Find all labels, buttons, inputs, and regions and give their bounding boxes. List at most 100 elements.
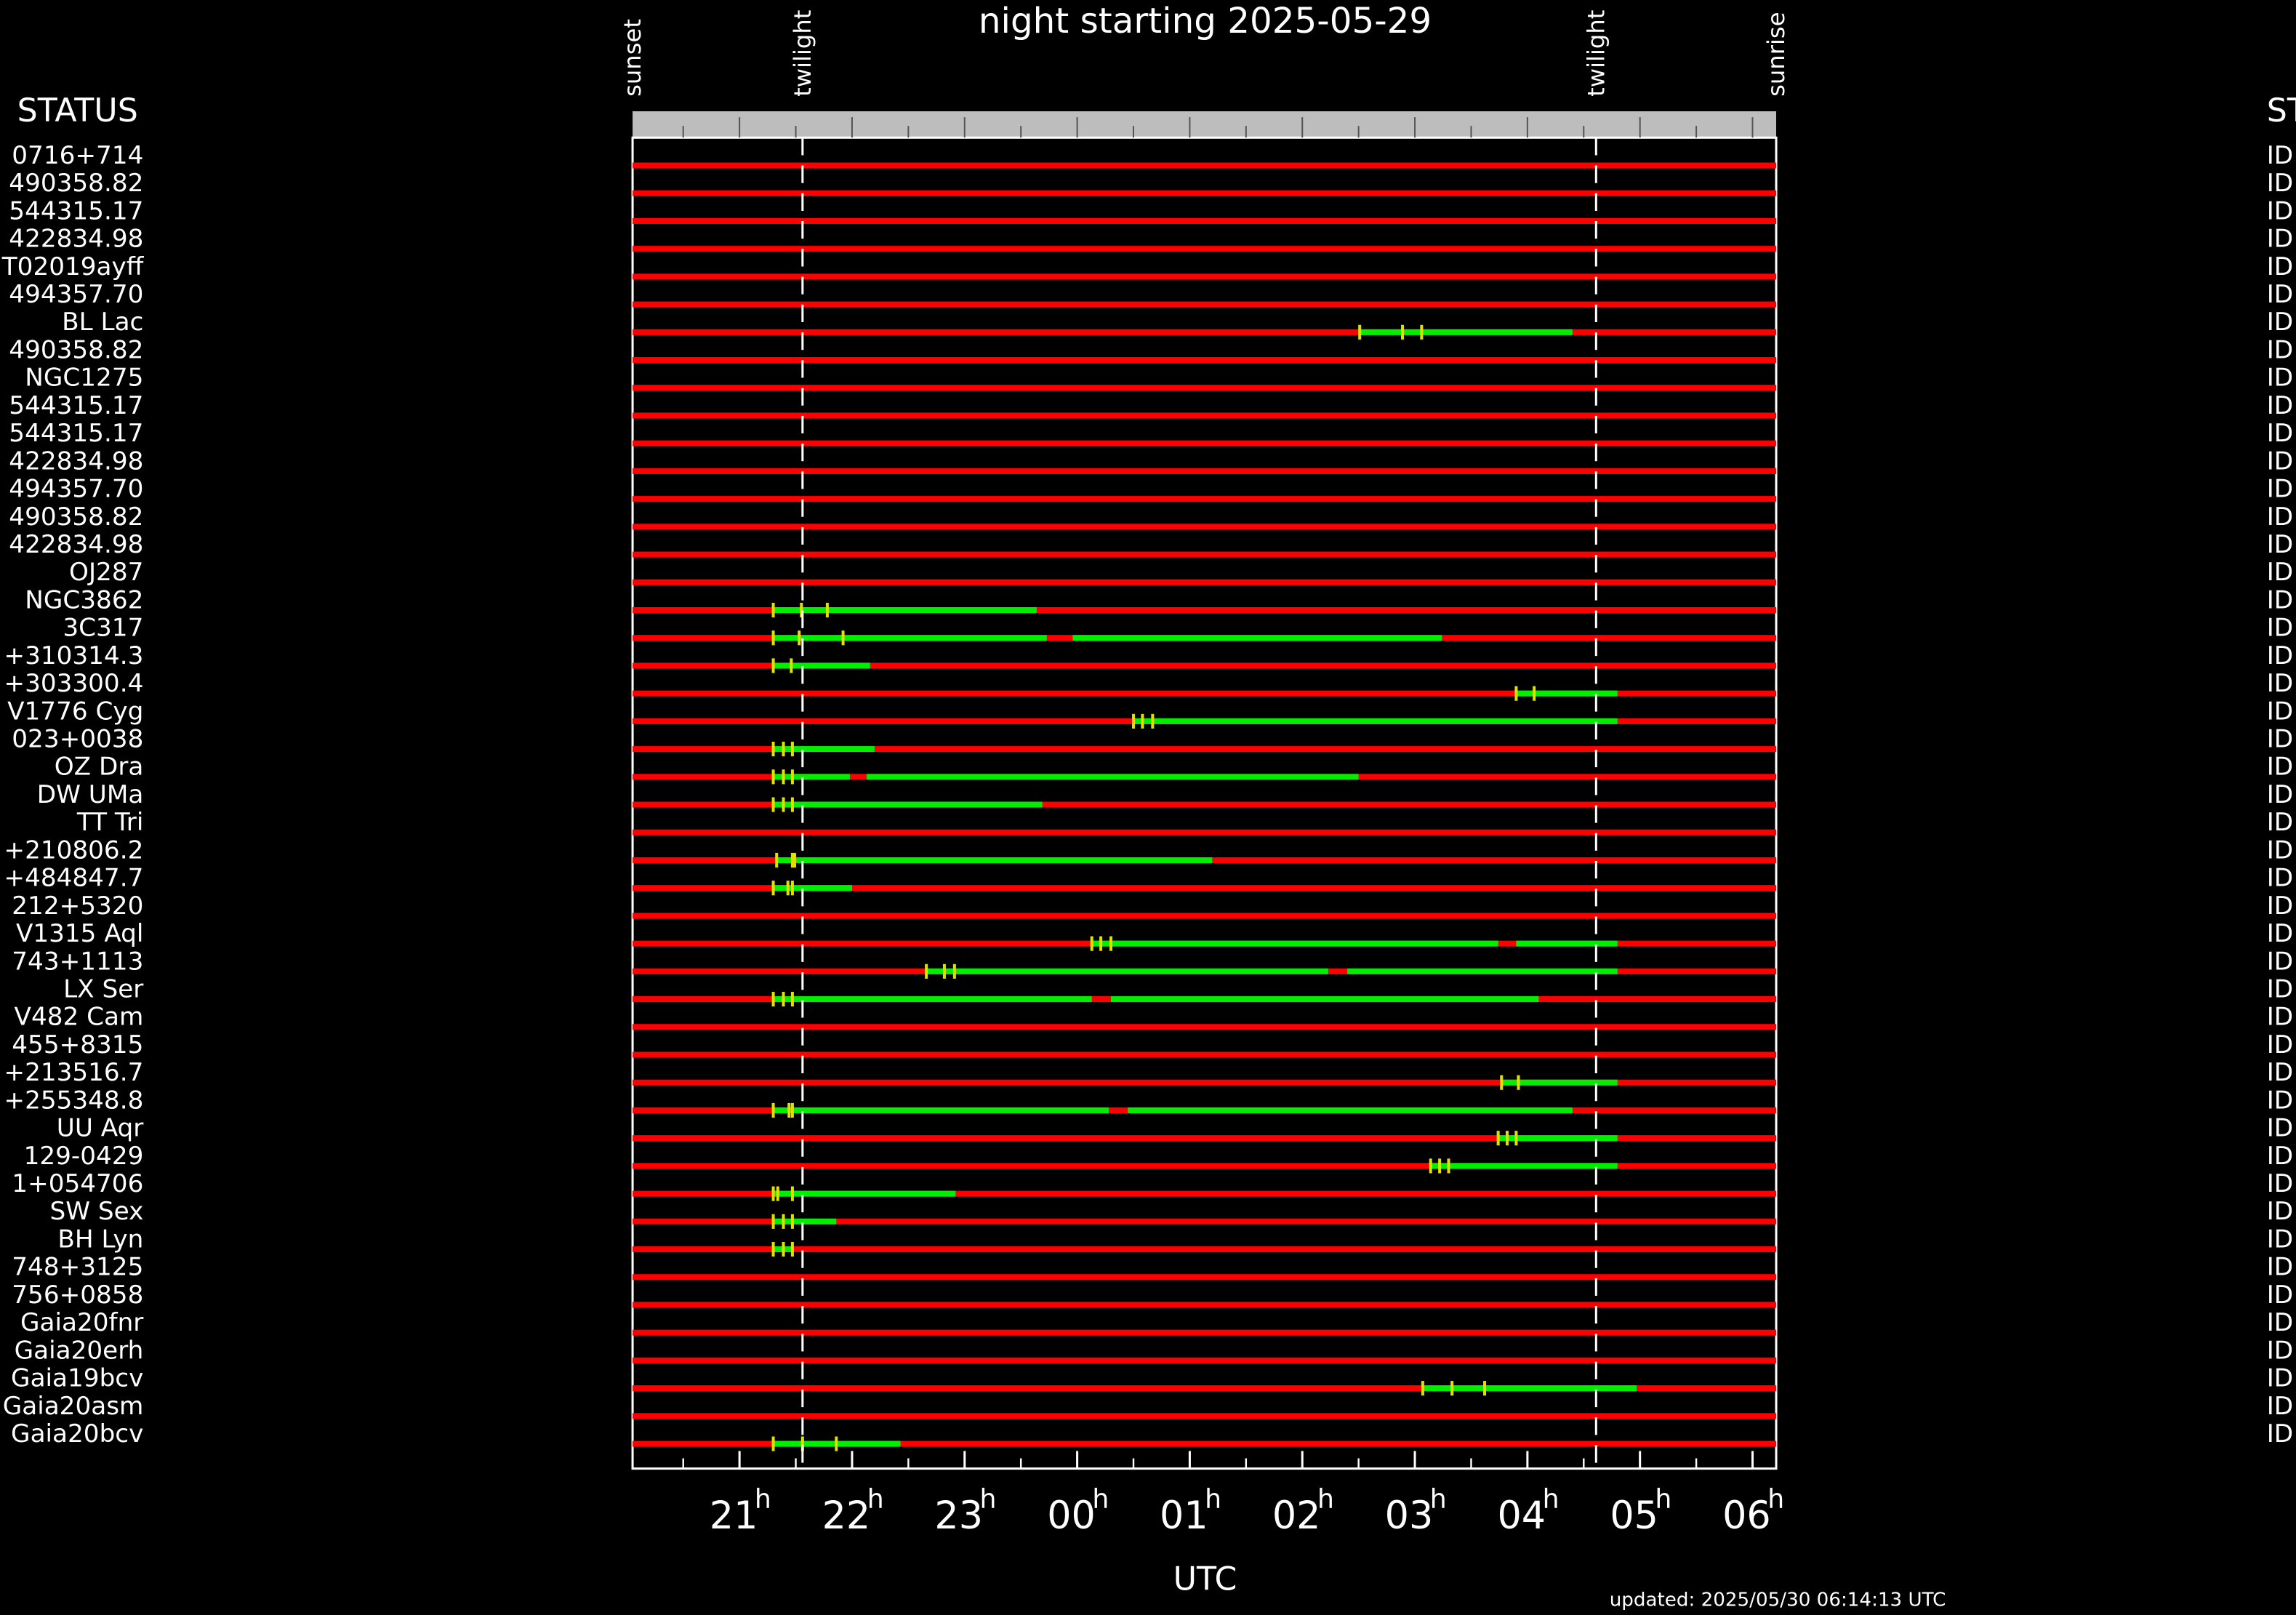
- marker: [782, 742, 785, 757]
- target-name: 544315.17: [9, 391, 143, 420]
- row-bar: [633, 468, 1777, 474]
- observable-segment: [1516, 690, 1618, 697]
- event-label: sunset: [619, 19, 646, 97]
- marker: [1496, 1131, 1500, 1146]
- target-status: ID: [2267, 1142, 2293, 1171]
- row-bar: [633, 301, 1777, 308]
- target-status: ID: [2267, 975, 2293, 1004]
- target-status: ID: [2267, 753, 2293, 782]
- target-status: ID: [2267, 419, 2293, 448]
- target-name: 544315.17: [9, 196, 143, 225]
- target-status: ID: [2267, 669, 2293, 698]
- target-status: ID: [2267, 196, 2293, 225]
- observable-segment: [1360, 329, 1573, 335]
- target-name: +303300.4: [4, 669, 143, 698]
- target-status: ID: [2267, 1225, 2293, 1254]
- observable-segment: [1430, 1163, 1618, 1169]
- marker: [771, 1214, 775, 1229]
- row-bar: [633, 412, 1777, 419]
- row-bar: [633, 1135, 1777, 1142]
- row-bar: [633, 385, 1777, 391]
- target-status: ID: [2267, 169, 2293, 198]
- target-status: ID: [2267, 1197, 2293, 1226]
- target-name: 129-0429: [24, 1142, 144, 1171]
- event-label: twilight: [1582, 10, 1610, 97]
- row-bar: [633, 273, 1777, 280]
- marker: [1429, 1158, 1432, 1174]
- x-tick-label: 03: [1385, 1494, 1434, 1538]
- marker: [1514, 686, 1518, 701]
- observable-segment: [1347, 968, 1618, 974]
- row-bar: [633, 524, 1777, 530]
- marker: [771, 630, 775, 646]
- target-status: ID: [2267, 364, 2293, 393]
- marker: [790, 797, 794, 812]
- marker: [771, 1436, 775, 1451]
- target-status: ID: [2267, 808, 2293, 837]
- marker: [825, 602, 829, 618]
- observable-segment: [1111, 996, 1539, 1003]
- x-tick-suffix: h: [1317, 1483, 1334, 1515]
- target-status: ID: [2267, 252, 2293, 281]
- target-name: LX Ser: [63, 975, 144, 1004]
- target-name: 490358.82: [9, 502, 143, 532]
- observable-segment: [773, 1107, 1109, 1113]
- marker: [1447, 1158, 1450, 1174]
- marker: [1483, 1381, 1487, 1396]
- target-name: 756+0858: [12, 1281, 143, 1310]
- target-status: ID: [2267, 614, 2293, 643]
- observable-segment: [1091, 940, 1498, 947]
- target-name: 490358.82: [9, 169, 143, 198]
- observable-segment: [773, 885, 852, 891]
- target-name: 422834.98: [9, 530, 143, 559]
- marker: [771, 1186, 775, 1201]
- row-bar: [633, 162, 1777, 169]
- row-bar: [633, 913, 1777, 919]
- target-status: ID: [2267, 585, 2293, 614]
- marker: [782, 1241, 785, 1257]
- x-tick-label: 04: [1498, 1494, 1546, 1538]
- target-status: ID: [2267, 446, 2293, 476]
- row-bar: [633, 217, 1777, 225]
- right-header: STATUS: [2267, 92, 2296, 129]
- marker: [776, 1186, 779, 1201]
- target-status: ID: [2267, 641, 2293, 670]
- observable-segment: [1501, 1079, 1618, 1086]
- row-bar: [633, 662, 1777, 669]
- row-bar: [633, 690, 1777, 697]
- target-name: 1+054706: [12, 1169, 143, 1198]
- marker: [790, 852, 794, 868]
- marker: [1500, 1075, 1504, 1090]
- row-bar: [633, 329, 1777, 335]
- marker: [790, 992, 794, 1007]
- event-label: sunrise: [1762, 12, 1790, 96]
- target-name: OZ Dra: [55, 753, 144, 782]
- target-name: BL Lac: [62, 308, 143, 337]
- target-status: ID: [2267, 1003, 2293, 1032]
- target-status: ID: [2267, 1419, 2293, 1448]
- marker: [782, 1214, 785, 1229]
- row-bar: [633, 1246, 1777, 1253]
- target-name: OJ287: [69, 558, 143, 587]
- marker: [790, 1102, 794, 1118]
- marker: [771, 1241, 775, 1257]
- observable-segment: [1133, 718, 1618, 724]
- row-bar: [633, 551, 1777, 558]
- marker: [790, 1186, 794, 1201]
- marker: [771, 1102, 775, 1118]
- target-status: ID: [2267, 391, 2293, 420]
- observable-segment: [1516, 940, 1618, 947]
- x-tick-label: 00: [1047, 1494, 1096, 1538]
- target-name: +210806.2: [4, 835, 143, 865]
- marker: [1401, 324, 1405, 340]
- x-axis-label: UTC: [1173, 1561, 1237, 1598]
- marker: [1438, 1158, 1442, 1174]
- marker: [1450, 1381, 1454, 1396]
- target-name: Gaia20bcv: [11, 1419, 143, 1448]
- marker: [1421, 1381, 1424, 1396]
- marker: [1533, 686, 1536, 701]
- target-name: NGC3862: [25, 585, 143, 614]
- row-bar: [633, 1274, 1777, 1281]
- marker: [1090, 936, 1093, 951]
- target-status: ID: [2267, 280, 2293, 309]
